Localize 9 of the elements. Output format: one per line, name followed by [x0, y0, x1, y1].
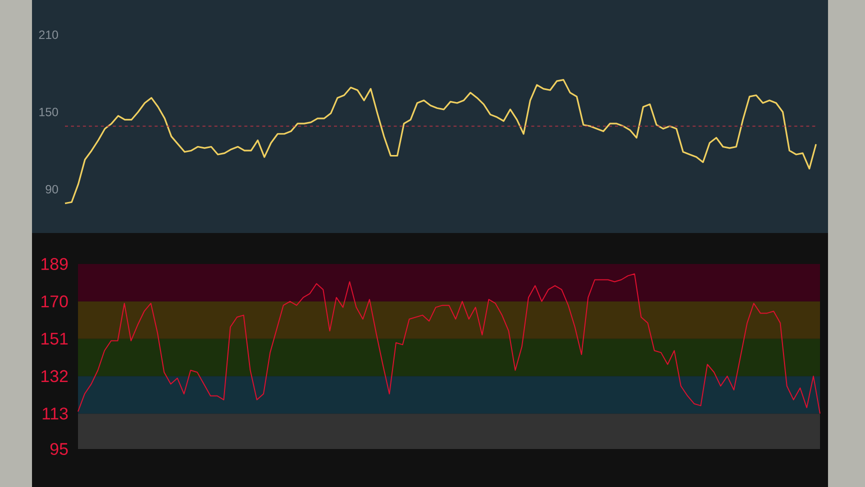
y-tick-label: 151 [42, 332, 68, 345]
y-tick-label: 95 [50, 443, 68, 455]
y-tick-label: 210 [39, 30, 58, 39]
y-tick-label: 150 [39, 108, 58, 116]
y-tick-label: 170 [42, 295, 68, 308]
y-tick-label: 132 [42, 370, 68, 382]
y-tick-label: 189 [42, 258, 68, 270]
y-tick-label: 113 [42, 408, 68, 420]
y-tick-label: 90 [46, 185, 58, 194]
